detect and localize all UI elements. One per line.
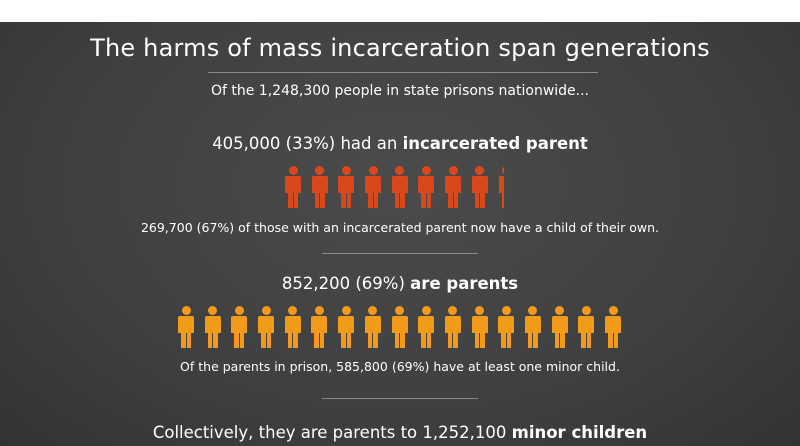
person-icon [471,166,488,208]
person-icon [444,306,461,348]
person-icon [418,166,435,208]
person-icon [338,306,355,348]
person-icon [311,306,328,348]
person-icon [498,166,505,208]
minor-children-stat-text: Collectively, they are parents to 1,252,… [152,423,512,442]
parents-icons [178,306,621,350]
section-divider-2 [322,398,478,399]
person-icon [338,166,355,208]
parents-stat-emphasis: are parents [410,274,519,293]
person-icon [445,166,462,208]
minor-children-stat: Collectively, they are parents to 1,252,… [0,423,800,442]
person-icon [391,306,408,348]
person-icon [285,166,301,208]
person-icon [365,166,382,208]
incarcerated-parent-icons [285,166,505,210]
person-icon [284,306,301,348]
parents-note: Of the parents in prison, 585,800 (69%) … [180,359,620,374]
person-icon [231,306,248,348]
person-icon [578,306,595,348]
person-icon [258,306,275,348]
subtitle: Of the 1,248,300 people in state prisons… [210,83,590,99]
person-icon [418,306,435,348]
person-icon [551,306,568,348]
incarcerated-parent-stat: 405,000 (33%) had an incarcerated parent [0,134,800,153]
person-icon [524,306,541,348]
infographic-panel: The harms of mass incarceration span gen… [0,22,800,446]
incarcerated-parent-stat-emphasis: incarcerated parent [402,134,588,153]
person-icon [178,306,194,348]
person-icon [204,306,221,348]
person-icon [311,166,328,208]
minor-children-stat-emphasis: minor children [511,423,648,442]
person-icon [364,306,381,348]
incarcerated-parent-stat-text: 405,000 (33%) had an [212,134,403,153]
title-divider [208,72,598,73]
parents-stat-text: 852,200 (69%) [281,274,411,293]
person-icon [498,306,515,348]
person-icon [391,166,408,208]
infographic-title: The harms of mass incarceration span gen… [90,34,710,62]
incarcerated-parent-note: 269,700 (67%) of those with an incarcera… [140,220,660,235]
parents-stat: 852,200 (69%) are parents [0,274,800,293]
person-icon [471,306,488,348]
person-icon [605,306,621,348]
section-divider-1 [322,253,478,254]
